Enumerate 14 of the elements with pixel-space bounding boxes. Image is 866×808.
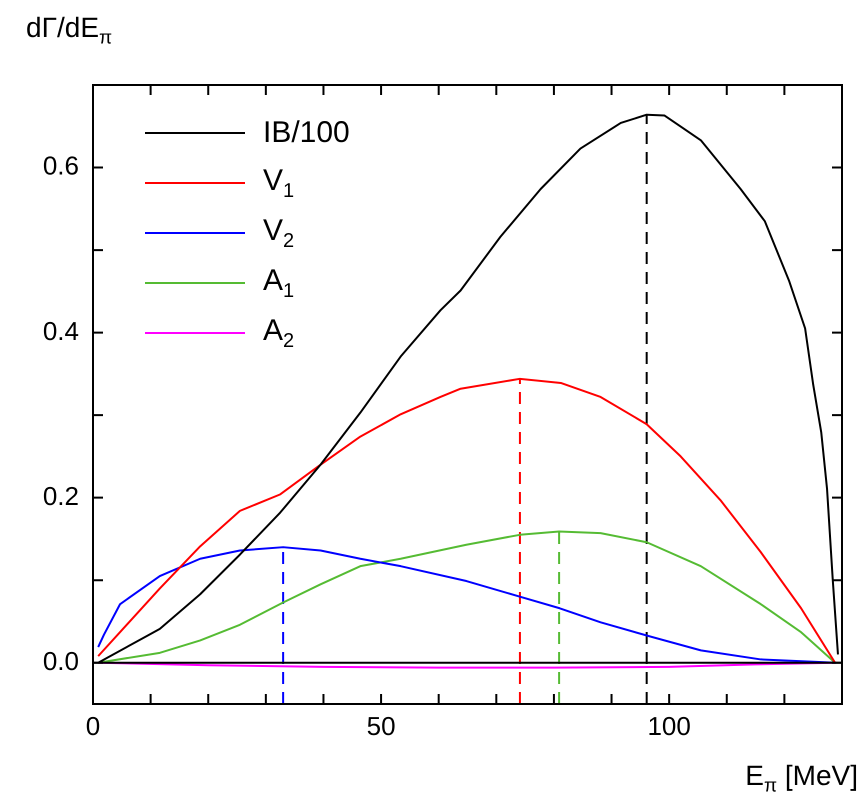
x-tick-label: 0 xyxy=(86,710,100,741)
y-tick-label: 0.2 xyxy=(42,480,79,511)
y-tick-label: 0.0 xyxy=(42,646,79,676)
x-axis-title: E$_{π}$ [MeV] xyxy=(745,760,858,798)
x-tick-label: 50 xyxy=(366,710,396,741)
y-axis-title: dΓ/dE$_{π}$ xyxy=(26,12,112,50)
x-tick-label: 100 xyxy=(647,710,691,741)
y-tick-label: 0.4 xyxy=(42,316,79,346)
legend-label: V$_{1}$ xyxy=(263,164,294,202)
legend-label: A$_{1}$ xyxy=(263,264,294,302)
legend-label: V$_{2}$ xyxy=(263,214,294,252)
y-tick-label: 0.6 xyxy=(42,150,79,181)
legend-label: A$_{2}$ xyxy=(263,314,294,352)
legend-label: IB/100 xyxy=(263,116,350,150)
